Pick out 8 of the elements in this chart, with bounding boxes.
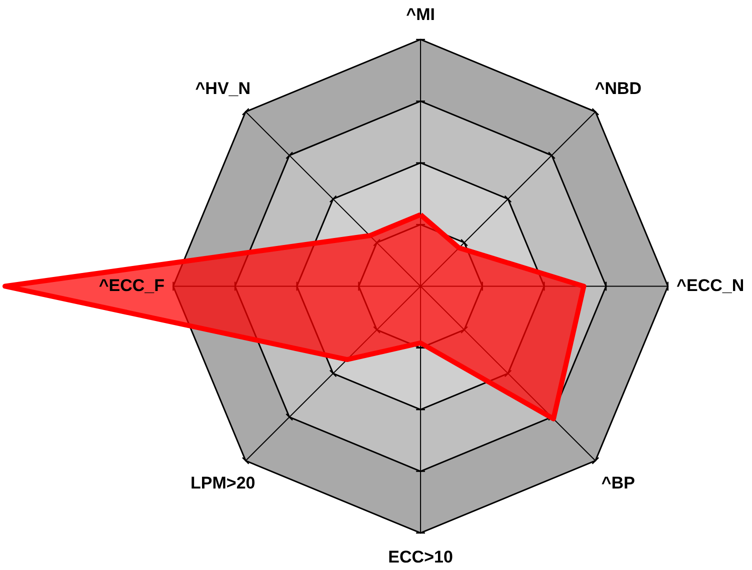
- spoke-label: ^ECC_N: [676, 276, 744, 296]
- spoke-label: ^MI: [406, 4, 435, 24]
- spoke-label: ^NBD: [594, 79, 642, 98]
- spoke-label: ECC>10: [388, 548, 453, 567]
- spoke-label: ^ECC_F: [98, 276, 165, 296]
- spoke-label: ^HV_N: [195, 79, 251, 98]
- spoke-label: LPM>20: [190, 473, 256, 492]
- spoke-label: ^BP: [601, 473, 635, 492]
